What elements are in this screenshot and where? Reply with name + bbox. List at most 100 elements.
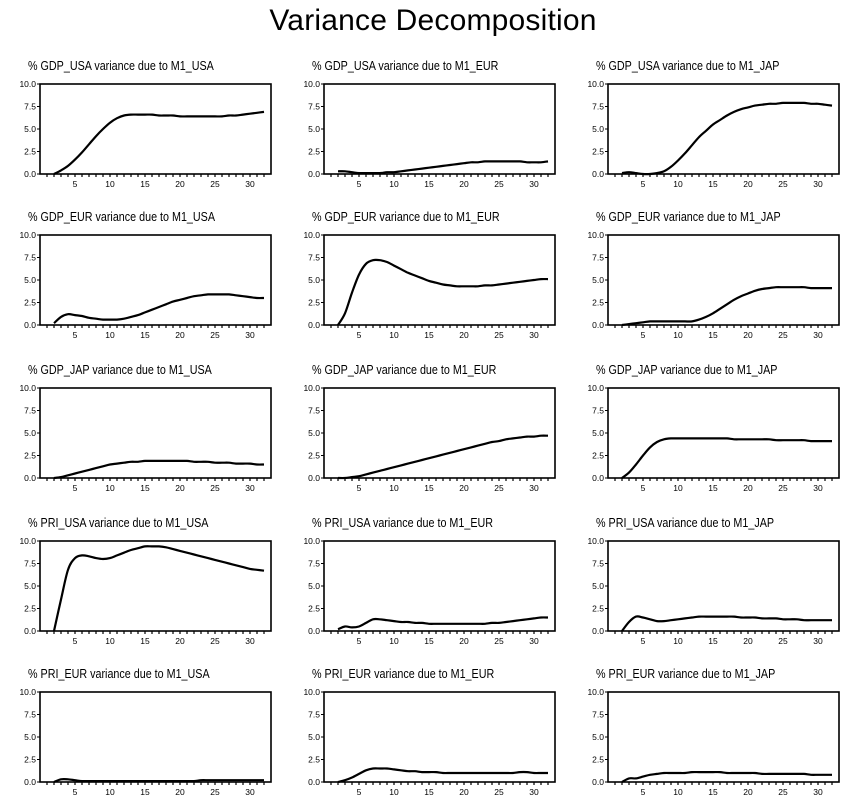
panel-chart: 10.0 7.5 5.0 2.5 0.0 5 10 15 20 25 30 [303, 383, 556, 493]
panel-title: % GDP_EUR variance due to M1_EUR [312, 210, 500, 224]
x-tick-label: 10 [673, 179, 683, 189]
x-tick-label: 5 [73, 330, 78, 340]
plot-frame [39, 691, 272, 783]
y-tick-label: 7.5 [592, 102, 604, 112]
x-tick-label: 5 [357, 787, 362, 797]
y-tick-label: 5.0 [592, 275, 604, 285]
y-tick-label: 2.5 [24, 755, 36, 765]
x-tick-label: 10 [389, 787, 399, 797]
y-tick-label: 5.0 [308, 275, 320, 285]
panel-chart: 10.0 7.5 5.0 2.5 0.0 5 10 15 20 25 30 [587, 687, 840, 797]
y-tick-label: 10.0 [303, 79, 320, 89]
x-tick-label: 25 [210, 483, 220, 493]
y-tick-label: 5.0 [592, 581, 604, 591]
panel-chart: 10.0 7.5 5.0 2.5 0.0 5 10 15 20 25 30 [303, 687, 556, 797]
y-tick-label: 7.5 [308, 710, 320, 720]
y-tick-label: 2.5 [308, 755, 320, 765]
y-tick-label: 10.0 [19, 79, 36, 89]
x-tick-label: 10 [105, 787, 115, 797]
x-tick-label: 15 [424, 330, 434, 340]
x-tick-label: 20 [459, 179, 469, 189]
y-tick-label: 0.0 [308, 473, 320, 483]
y-tick-label: 5.0 [24, 124, 36, 134]
x-tick-label: 5 [73, 483, 78, 493]
panel-chart: 10.0 7.5 5.0 2.5 0.0 5 10 15 20 25 30 [587, 383, 840, 493]
x-tick-label: 25 [494, 787, 504, 797]
x-tick-label: 25 [210, 787, 220, 797]
y-tick-label: 2.5 [308, 298, 320, 308]
x-tick-label: 30 [529, 330, 539, 340]
y-tick-label: 0.0 [592, 626, 604, 636]
y-tick-label: 0.0 [308, 777, 320, 787]
y-tick-label: 5.0 [592, 732, 604, 742]
x-tick-label: 5 [641, 787, 646, 797]
x-tick-label: 25 [494, 179, 504, 189]
panel-chart: 10.0 7.5 5.0 2.5 0.0 5 10 15 20 25 30 [19, 383, 272, 493]
panel-chart: 10.0 7.5 5.0 2.5 0.0 5 10 15 20 25 30 [19, 79, 272, 189]
x-tick-label: 5 [357, 636, 362, 646]
y-tick-label: 10.0 [19, 687, 36, 697]
y-tick-label: 2.5 [592, 755, 604, 765]
y-tick-label: 0.0 [24, 626, 36, 636]
plot-frame [607, 83, 840, 175]
plot-frame [607, 691, 840, 783]
panel-title: % GDP_JAP variance due to M1_JAP [596, 363, 778, 377]
y-tick-label: 10.0 [303, 230, 320, 240]
y-tick-label: 5.0 [24, 581, 36, 591]
y-tick-label: 7.5 [308, 559, 320, 569]
panel-title: % GDP_EUR variance due to M1_USA [28, 210, 216, 224]
y-tick-label: 7.5 [592, 559, 604, 569]
y-tick-label: 5.0 [24, 732, 36, 742]
x-tick-label: 30 [245, 330, 255, 340]
x-tick-label: 30 [245, 483, 255, 493]
panel-chart: 10.0 7.5 5.0 2.5 0.0 5 10 15 20 25 30 [303, 79, 556, 189]
y-tick-label: 2.5 [24, 298, 36, 308]
y-tick-label: 5.0 [308, 732, 320, 742]
x-tick-label: 25 [494, 636, 504, 646]
y-tick-label: 10.0 [19, 230, 36, 240]
x-tick-label: 30 [813, 787, 823, 797]
x-tick-label: 20 [743, 483, 753, 493]
x-tick-label: 10 [105, 330, 115, 340]
y-tick-label: 5.0 [24, 275, 36, 285]
panel-title: % PRI_USA variance due to M1_JAP [596, 516, 775, 530]
x-tick-label: 5 [641, 179, 646, 189]
series-line [621, 615, 832, 632]
x-tick-label: 30 [529, 483, 539, 493]
plot-frame [607, 234, 840, 326]
x-tick-label: 20 [743, 179, 753, 189]
y-tick-label: 7.5 [592, 710, 604, 720]
x-tick-label: 5 [357, 179, 362, 189]
y-tick-label: 10.0 [587, 230, 604, 240]
x-tick-label: 30 [245, 787, 255, 797]
y-tick-label: 2.5 [24, 604, 36, 614]
y-tick-label: 0.0 [592, 777, 604, 787]
x-tick-label: 5 [641, 636, 646, 646]
panel-chart: 10.0 7.5 5.0 2.5 0.0 5 10 15 20 25 30 [303, 536, 556, 646]
x-tick-label: 15 [424, 636, 434, 646]
x-tick-label: 20 [743, 330, 753, 340]
x-tick-label: 15 [708, 179, 718, 189]
y-tick-label: 10.0 [587, 536, 604, 546]
y-tick-label: 10.0 [19, 536, 36, 546]
x-tick-label: 20 [175, 483, 185, 493]
y-tick-label: 10.0 [303, 687, 320, 697]
series-line [52, 545, 265, 632]
panel-title: % PRI_USA variance due to M1_USA [28, 516, 209, 530]
y-tick-label: 2.5 [308, 147, 320, 157]
y-tick-label: 5.0 [592, 428, 604, 438]
y-tick-label: 7.5 [24, 559, 36, 569]
x-tick-label: 10 [389, 636, 399, 646]
y-tick-label: 2.5 [592, 604, 604, 614]
series-line [53, 777, 264, 784]
plot-frame [39, 540, 272, 632]
y-tick-label: 7.5 [308, 102, 320, 112]
x-tick-label: 30 [245, 179, 255, 189]
x-tick-label: 20 [175, 330, 185, 340]
x-tick-label: 25 [778, 636, 788, 646]
y-tick-label: 5.0 [24, 428, 36, 438]
x-tick-label: 15 [140, 330, 150, 340]
x-tick-label: 30 [813, 483, 823, 493]
x-tick-label: 10 [673, 636, 683, 646]
